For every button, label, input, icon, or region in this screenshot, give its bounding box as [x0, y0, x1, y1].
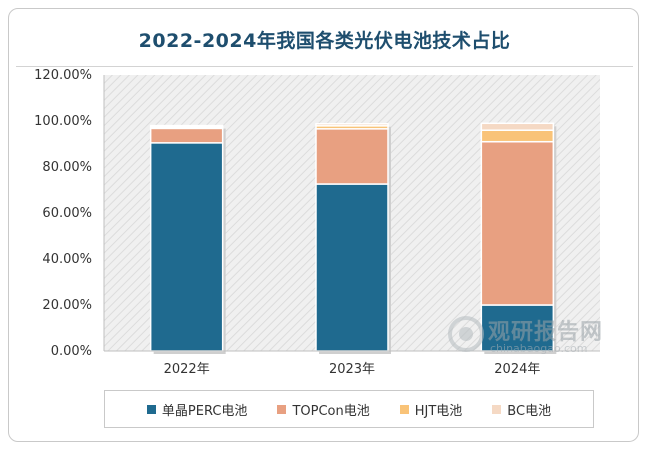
legend-label: 单晶PERC电池	[161, 403, 248, 419]
title-divider	[16, 66, 633, 67]
legend-swatch	[277, 404, 287, 414]
x-tick-label: 2024年	[494, 362, 540, 377]
y-tick-label: 100.00%	[34, 114, 92, 129]
watermark-logo-icon	[448, 316, 484, 352]
bar-segment	[480, 122, 555, 131]
bar-segment	[480, 129, 555, 143]
legend-item: 单晶PERC电池	[146, 400, 248, 419]
x-tick-label: 2023年	[329, 362, 375, 377]
y-tick-label: 40.00%	[42, 252, 92, 267]
x-tick-label: 2022年	[164, 362, 210, 377]
legend-label: BC电池	[507, 403, 552, 419]
bar-segment	[315, 183, 389, 352]
bar-segment	[315, 128, 389, 185]
watermark-brand: 观研报告网	[488, 320, 604, 345]
watermark: 观研报告网 chinabaogao.com	[446, 310, 616, 360]
bar-segment	[315, 123, 389, 127]
bar-segment	[149, 124, 224, 128]
bar-segment	[149, 127, 224, 144]
legend-label: TOPCon电池	[292, 403, 370, 419]
x-axis: 2022年 2023年 2024年	[104, 350, 600, 377]
bar-segment	[480, 140, 555, 306]
legend-swatch	[399, 404, 409, 414]
y-axis: 0.00% 20.00% 40.00% 60.00% 80.00% 100.00% 120.…	[34, 68, 105, 359]
bar-segment	[149, 142, 224, 352]
bars-group	[149, 122, 557, 354]
legend-item: HJT电池	[399, 400, 463, 419]
legend-item: TOPCon电池	[277, 400, 370, 419]
y-tick-label: 0.00%	[51, 344, 92, 359]
legend-swatch	[492, 404, 502, 414]
y-tick-label: 60.00%	[42, 206, 92, 221]
legend-label: HJT电池	[414, 403, 463, 419]
chart-legend: 单晶PERC电池 TOPCon电池 HJT电池 BC电池	[104, 390, 594, 428]
chart-title: 2022-2024年我国各类光伏电池技术占比	[138, 30, 511, 52]
y-tick-label: 120.00%	[34, 68, 92, 83]
y-tick-label: 20.00%	[42, 298, 92, 313]
watermark-url: chinabaogao.com	[490, 342, 588, 355]
y-tick-label: 80.00%	[42, 160, 92, 175]
legend-swatch	[146, 404, 156, 414]
legend-item: BC电池	[492, 400, 551, 419]
